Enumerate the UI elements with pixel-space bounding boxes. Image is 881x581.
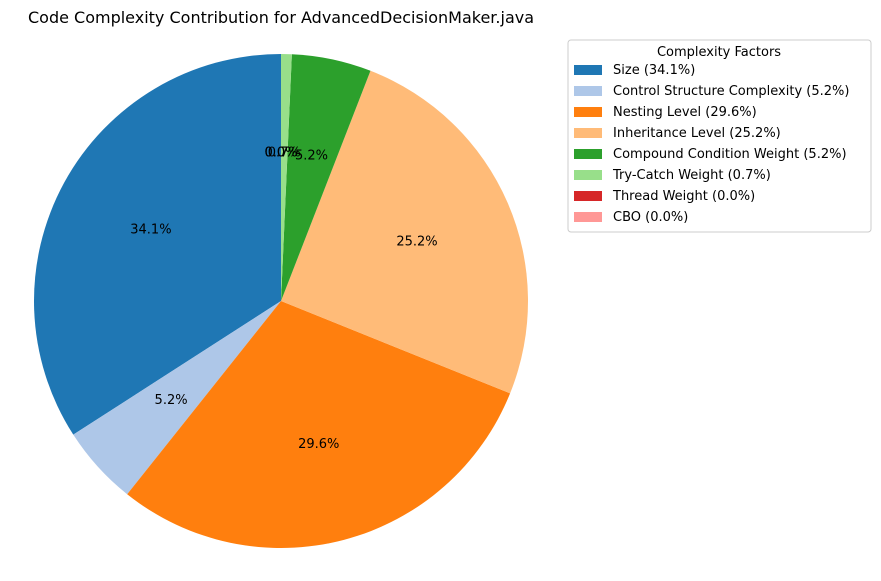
pie-slice-inheritance-level	[281, 70, 528, 394]
chart-title: Code Complexity Contribution for Advance…	[28, 8, 534, 27]
pie-slice-size	[34, 54, 281, 435]
legend-swatch-nesting-level	[574, 107, 602, 117]
legend-label-try-catch-weight: Try-Catch Weight (0.7%)	[612, 168, 771, 183]
legend-items: Size (34.1%) Control Structure Complexity…	[574, 63, 849, 225]
legend-frame	[567, 39, 872, 233]
legend-title: Complexity Factors	[657, 45, 781, 60]
legend-swatch-compound-condition-weight	[574, 149, 602, 159]
pie-slice-control-structure-complexity	[73, 301, 282, 495]
legend-label-size: Size (34.1%)	[613, 63, 695, 78]
legend-label-control-structure-complexity: Control Structure Complexity (5.2%)	[613, 84, 849, 99]
pie-pct-label-compound-condition-weight: 5.2%	[295, 148, 328, 163]
legend-swatch-try-catch-weight	[574, 170, 602, 180]
pie-pct-label-size: 34.1%	[130, 223, 171, 238]
legend-label-inheritance-level: Inheritance Level (25.2%)	[613, 126, 781, 141]
legend-label-thread-weight: Thread Weight (0.0%)	[612, 189, 755, 204]
pie-pct-label-try-catch-weight: 0.7%	[268, 145, 301, 160]
legend-label-nesting-level: Nesting Level (29.6%)	[613, 105, 757, 120]
pie-pct-label-thread-weight: 0.0%	[264, 145, 297, 160]
pie-slice-try-catch-weight	[281, 54, 292, 301]
pie-percent-labels: 34.1%5.2%29.6%25.2%5.2%0.7%0.0%0.0%	[130, 145, 437, 452]
pie-slice-nesting-level	[127, 301, 511, 549]
legend-swatch-control-structure-complexity	[574, 86, 602, 96]
legend-swatch-inheritance-level	[574, 128, 602, 138]
pie-pct-label-cbo: 0.0%	[264, 145, 297, 160]
legend-label-compound-condition-weight: Compound Condition Weight (5.2%)	[613, 147, 847, 162]
legend-swatch-cbo	[574, 212, 602, 222]
pie-slice-compound-condition-weight	[281, 54, 371, 302]
legend: Complexity Factors Size (34.1%) Control S…	[567, 39, 872, 233]
pie-pct-label-control-structure-complexity: 5.2%	[155, 393, 188, 408]
pie-slices	[34, 54, 528, 549]
pie-pct-label-inheritance-level: 25.2%	[396, 235, 437, 250]
legend-swatch-thread-weight	[574, 191, 602, 201]
legend-label-cbo: CBO (0.0%)	[613, 210, 688, 225]
pie-pct-label-nesting-level: 29.6%	[298, 437, 339, 452]
legend-swatch-size	[574, 65, 602, 75]
